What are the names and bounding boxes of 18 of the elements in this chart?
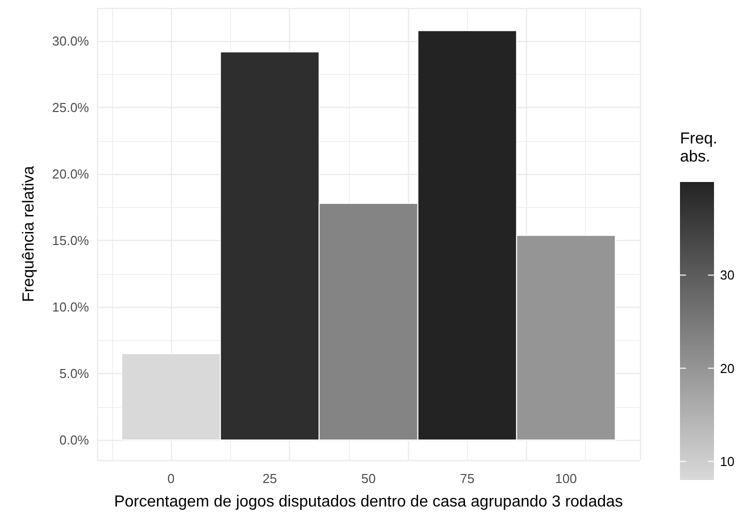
y-tick-label: 15.0% [52,233,90,248]
x-tick-label: 75 [460,471,474,486]
color-bar-title: Freq. abs. [680,130,722,166]
x-tick-label: 0 [167,471,175,486]
color-bar-label: 20 [720,360,734,376]
color-bar-label: 10 [720,454,734,469]
y-axis-title: Frequência relativa [20,166,38,302]
y-tick-label: 25.0% [52,100,90,116]
y-tick-label: 10.0% [52,300,90,315]
x-axis-title: Porcentagem de jogos disputados dentro de casa agrupando 3 rodadas [114,494,623,510]
color-bar-label: 30 [720,268,734,283]
x-tick-label: 100 [555,471,577,486]
y-tick-label: 5.0% [59,366,90,382]
y-tick-label: 30.0% [52,34,90,49]
y-tick-label: 20.0% [52,166,90,182]
x-tick-label: 50 [361,471,376,486]
x-tick-label: 25 [262,471,278,486]
y-tick-label: 0.0% [59,432,90,448]
